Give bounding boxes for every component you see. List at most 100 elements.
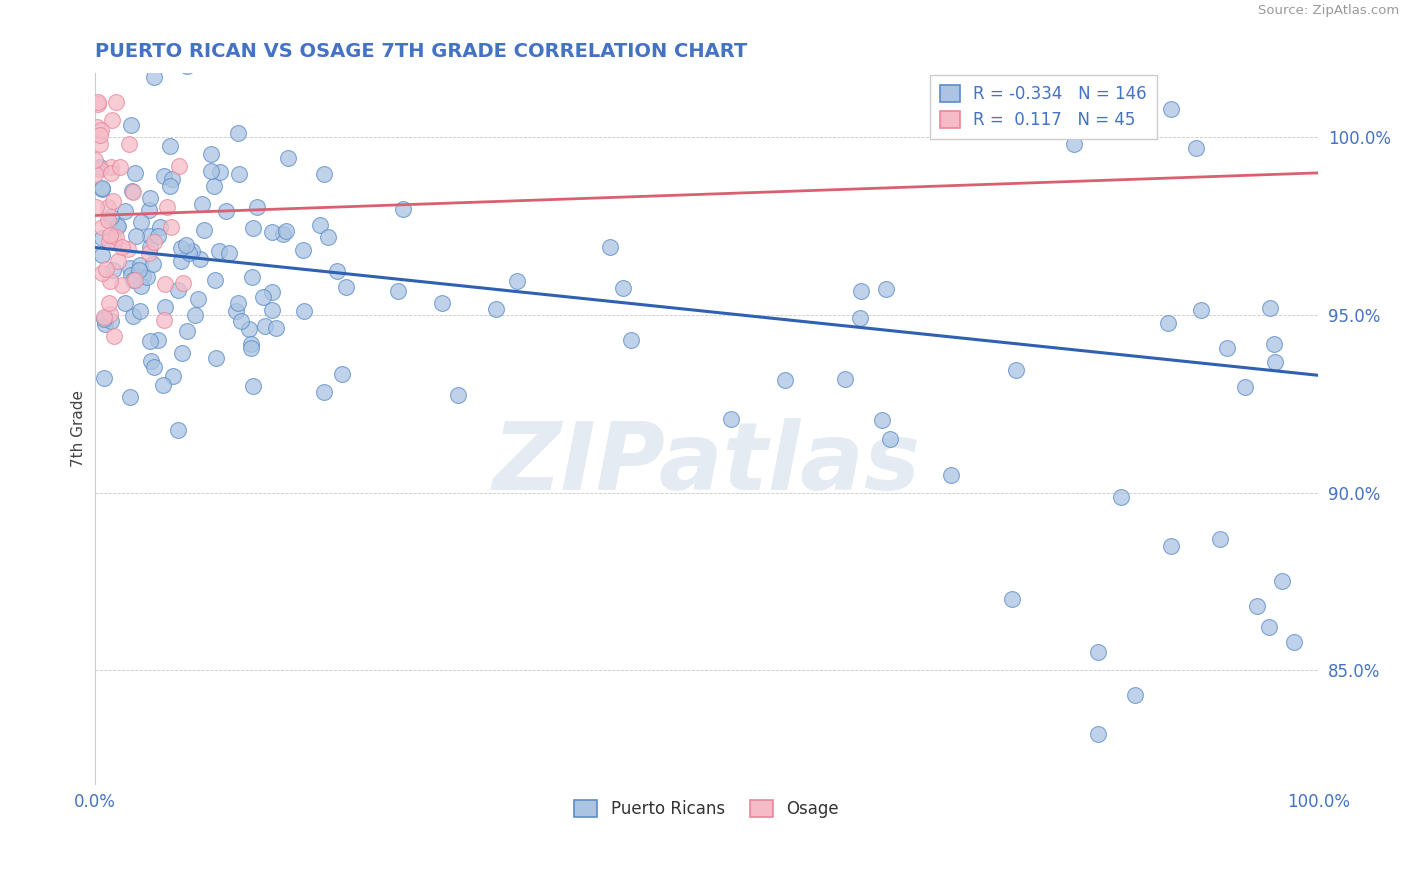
Point: [83, 153, 105, 167]
Point: [312, 167, 335, 181]
Point: [330, 368, 353, 382]
Point: [834, 372, 856, 386]
Point: [1216, 341, 1239, 355]
Point: [1109, 491, 1132, 505]
Point: [160, 172, 183, 186]
Text: PUERTO RICAN VS OSAGE 7TH GRADE CORRELATION CHART: PUERTO RICAN VS OSAGE 7TH GRADE CORRELAT…: [94, 42, 747, 61]
Point: [190, 252, 212, 267]
Point: [1258, 301, 1281, 315]
Point: [204, 351, 226, 365]
Point: [139, 353, 162, 368]
Point: [180, 244, 202, 258]
Point: [849, 284, 872, 298]
Text: ZIPatlas: ZIPatlas: [492, 418, 921, 510]
Point: [506, 274, 529, 288]
Point: [139, 240, 162, 254]
Point: [101, 262, 124, 277]
Point: [870, 413, 893, 427]
Point: [98, 295, 121, 310]
Point: [176, 59, 198, 73]
Point: [1087, 645, 1109, 659]
Point: [229, 313, 252, 327]
Point: [218, 246, 240, 260]
Point: [103, 233, 125, 247]
Point: [139, 191, 162, 205]
Point: [391, 202, 413, 216]
Point: [179, 245, 201, 260]
Point: [124, 273, 146, 287]
Point: [121, 185, 143, 199]
Point: [160, 219, 183, 234]
Point: [129, 303, 152, 318]
Point: [143, 360, 166, 375]
Point: [599, 240, 621, 254]
Point: [120, 390, 142, 404]
Point: [125, 228, 148, 243]
Point: [1160, 102, 1182, 116]
Point: [89, 128, 111, 143]
Point: [273, 227, 295, 242]
Point: [277, 152, 299, 166]
Point: [186, 292, 208, 306]
Point: [1209, 532, 1232, 546]
Point: [214, 203, 236, 218]
Point: [260, 225, 283, 239]
Point: [1087, 727, 1109, 741]
Point: [170, 242, 193, 256]
Point: [100, 161, 122, 175]
Point: [100, 313, 122, 327]
Point: [190, 196, 212, 211]
Point: [314, 384, 336, 399]
Point: [170, 254, 193, 268]
Point: [120, 260, 142, 275]
Point: [94, 317, 117, 331]
Point: [252, 290, 274, 304]
Point: [228, 168, 250, 182]
Point: [240, 270, 263, 285]
Point: [1160, 539, 1182, 553]
Point: [292, 304, 315, 318]
Point: [86, 120, 108, 134]
Point: [101, 112, 124, 127]
Point: [167, 423, 190, 437]
Point: [292, 243, 315, 257]
Point: [1063, 137, 1085, 152]
Point: [93, 311, 115, 326]
Point: [260, 285, 283, 299]
Point: [83, 167, 105, 181]
Point: [101, 194, 124, 208]
Point: [159, 138, 181, 153]
Point: [318, 230, 340, 244]
Point: [309, 218, 332, 232]
Point: [146, 229, 169, 244]
Point: [335, 280, 357, 294]
Point: [107, 254, 129, 268]
Point: [1246, 599, 1268, 614]
Point: [1001, 592, 1024, 607]
Point: [1258, 620, 1281, 634]
Point: [1001, 123, 1024, 137]
Point: [176, 324, 198, 338]
Point: [612, 281, 634, 295]
Point: [208, 165, 231, 179]
Point: [447, 387, 470, 401]
Point: [138, 229, 160, 244]
Point: [129, 279, 152, 293]
Point: [242, 221, 264, 235]
Point: [122, 310, 145, 324]
Point: [89, 160, 111, 174]
Point: [98, 235, 121, 249]
Point: [274, 224, 297, 238]
Point: [262, 303, 284, 318]
Point: [84, 200, 107, 214]
Point: [93, 310, 115, 325]
Point: [246, 201, 269, 215]
Point: [114, 296, 136, 310]
Point: [941, 467, 963, 482]
Point: [1191, 303, 1213, 318]
Point: [90, 220, 112, 235]
Point: [139, 334, 162, 348]
Point: [120, 268, 142, 282]
Point: [1233, 380, 1256, 394]
Point: [200, 164, 222, 178]
